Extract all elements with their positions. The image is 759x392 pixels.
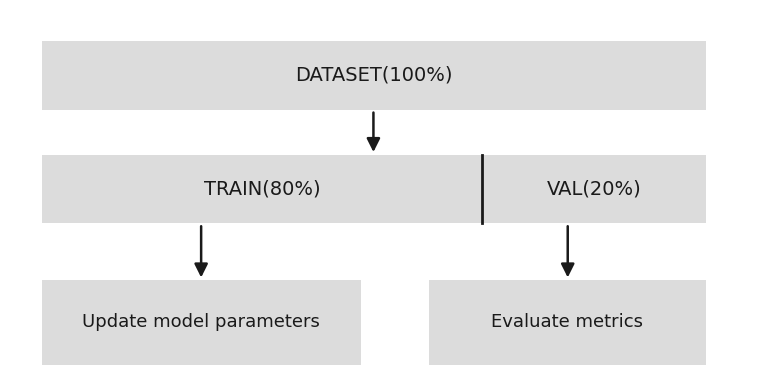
Text: VAL(20%): VAL(20%) (546, 180, 641, 199)
FancyBboxPatch shape (42, 41, 706, 110)
Text: Update model parameters: Update model parameters (82, 314, 320, 331)
Text: DATASET(100%): DATASET(100%) (295, 66, 452, 85)
Text: Evaluate metrics: Evaluate metrics (491, 314, 644, 331)
FancyBboxPatch shape (429, 280, 706, 365)
FancyBboxPatch shape (42, 280, 361, 365)
FancyBboxPatch shape (42, 155, 706, 223)
Text: TRAIN(80%): TRAIN(80%) (203, 180, 320, 199)
